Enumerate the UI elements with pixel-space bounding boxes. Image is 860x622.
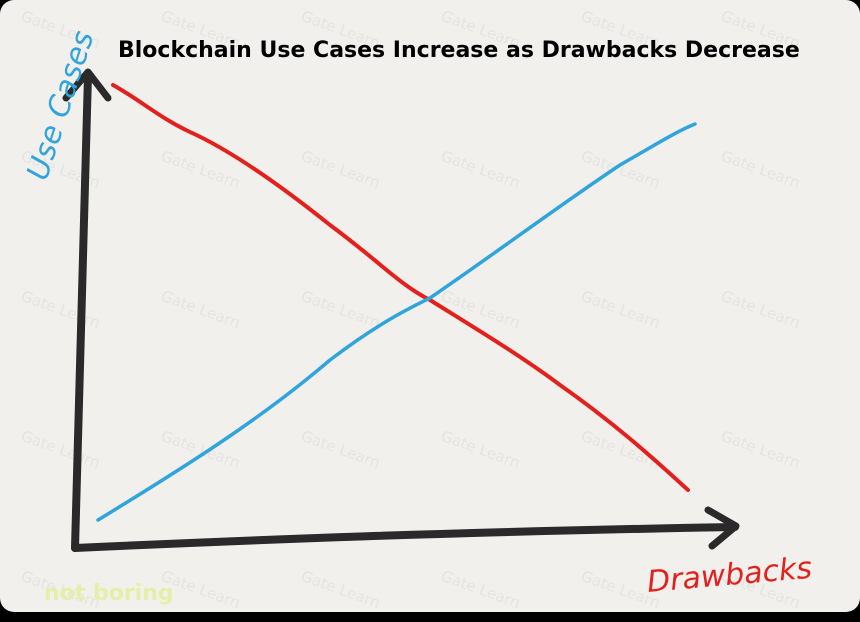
- brand-watermark: not boring: [44, 581, 174, 606]
- title: Blockchain Use Cases Increase as Drawbac…: [118, 38, 800, 63]
- decreasing-line: [111, 83, 690, 492]
- y-axis: [71, 71, 92, 552]
- y-axis-arrow: [62, 68, 112, 102]
- increasing-line: [96, 122, 697, 522]
- x-axis-arrow: [704, 506, 740, 550]
- x-axis: [71, 523, 739, 552]
